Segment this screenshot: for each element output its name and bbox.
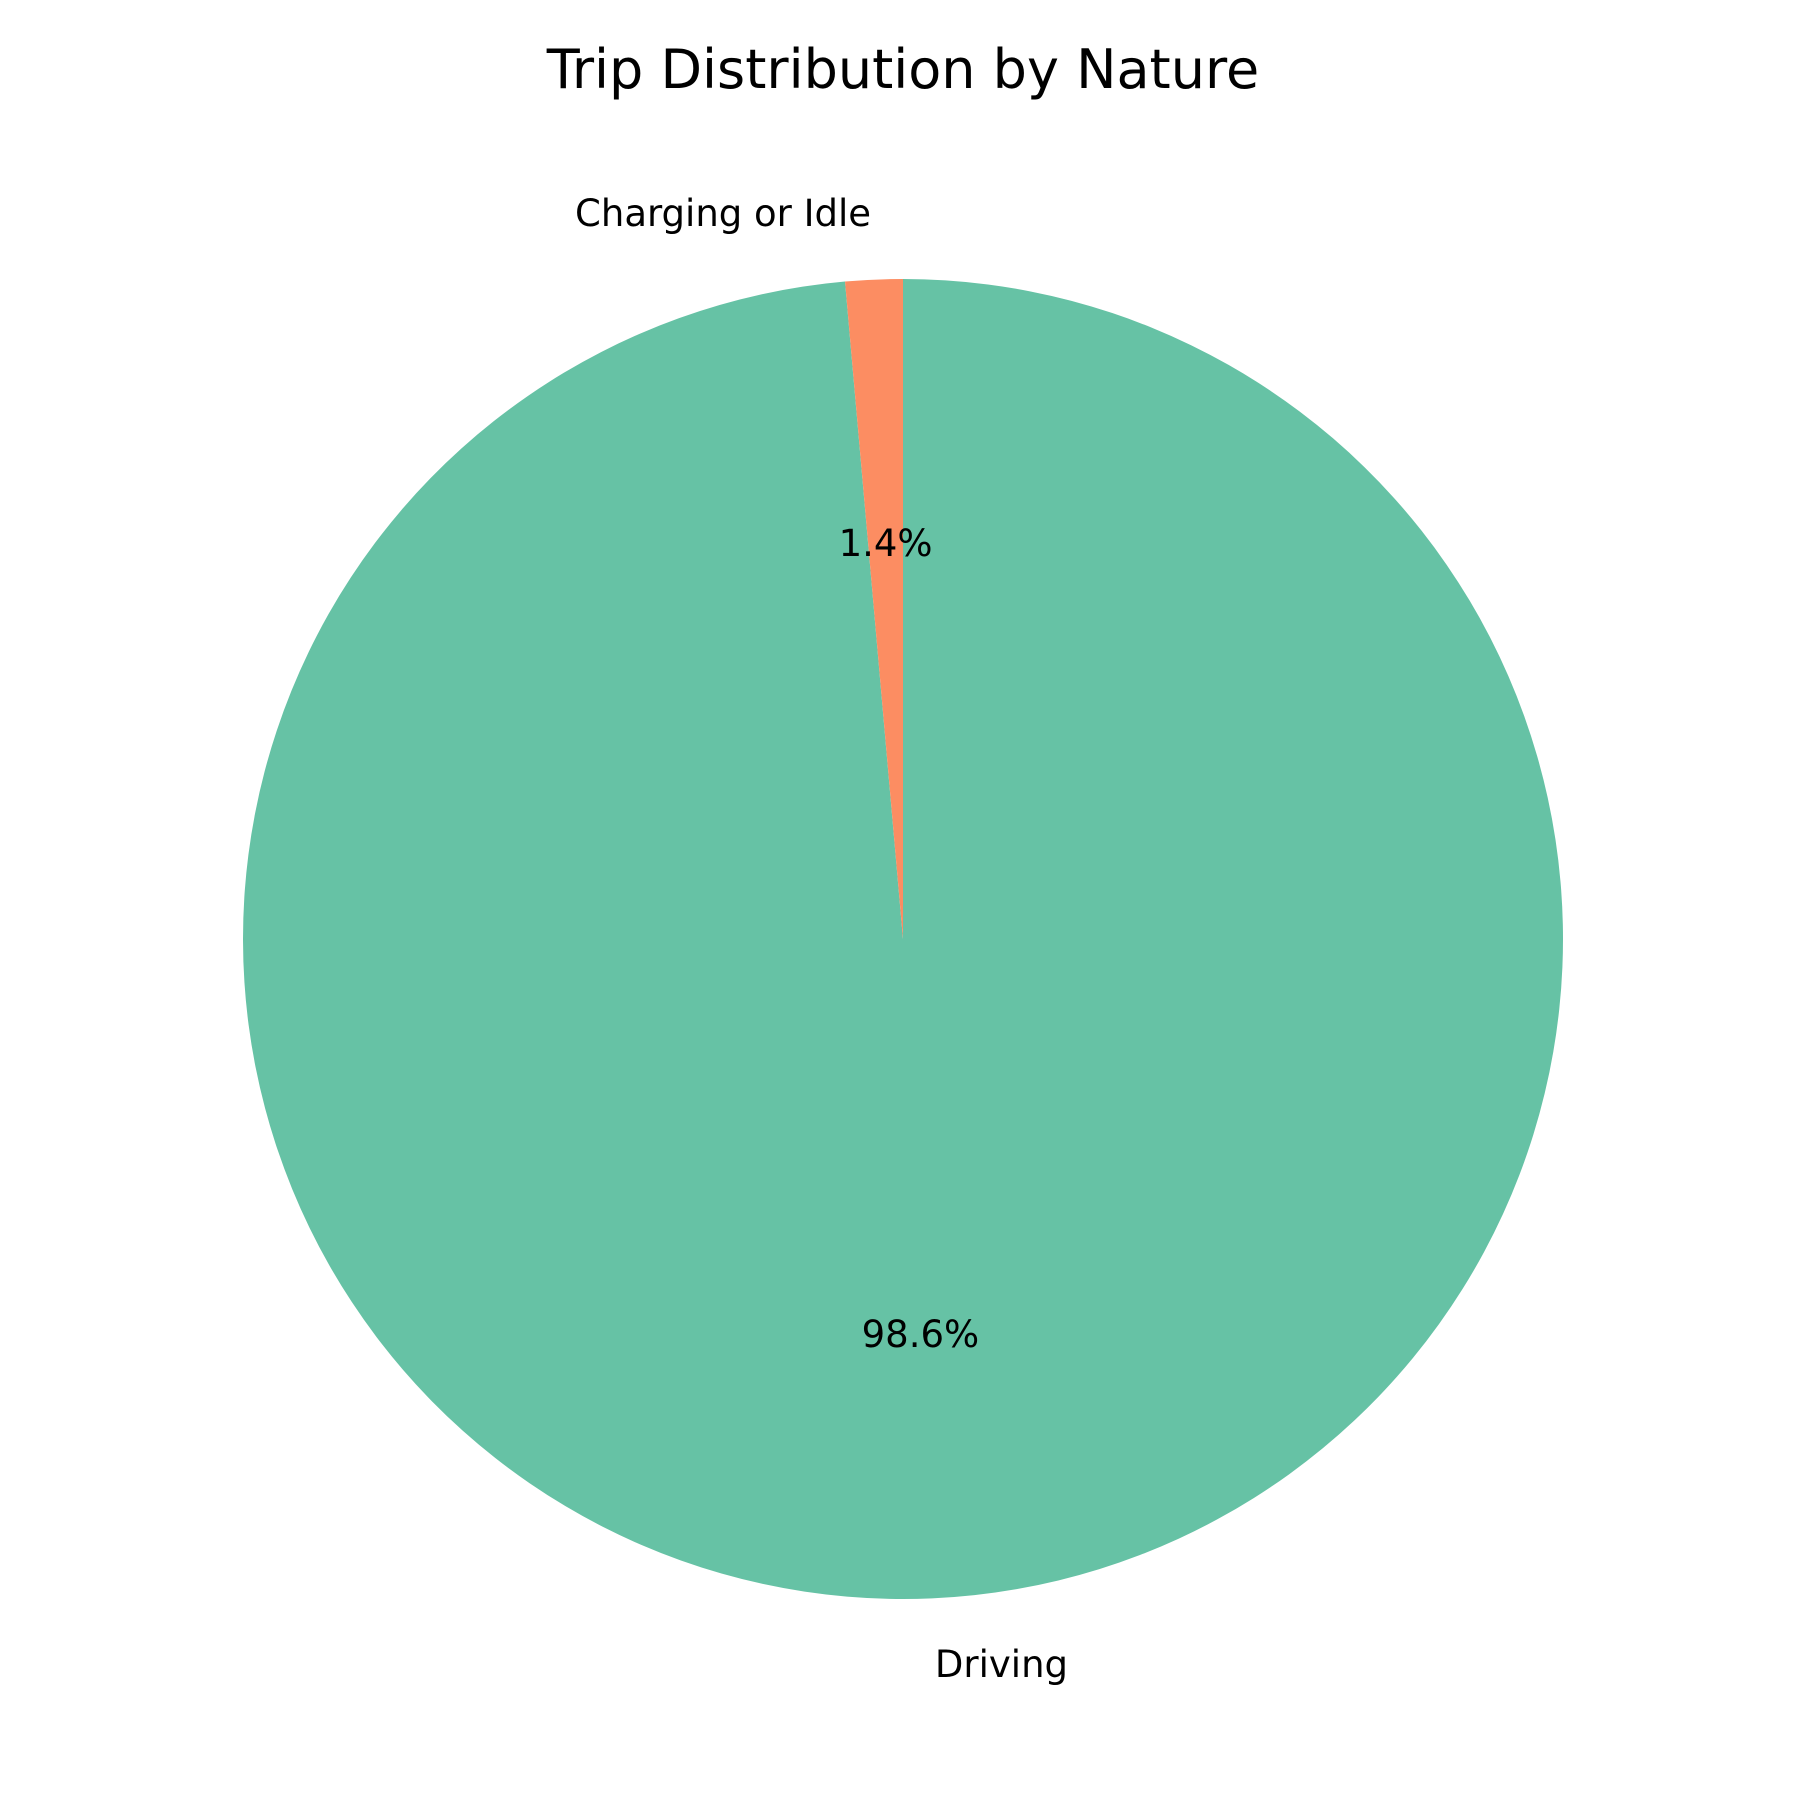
chart-title: Trip Distribution by Nature <box>546 38 1259 101</box>
pie-slices <box>243 279 1564 1600</box>
pie-slice-charging-or-idle <box>845 279 903 939</box>
slice-label-driving: Driving <box>935 1643 1068 1686</box>
pct-label-driving: 98.6% <box>862 1313 980 1356</box>
pie-labels: Driving 98.6% Charging or Idle 1.4% <box>575 192 1068 1686</box>
pct-label-charging-or-idle: 1.4% <box>839 522 933 565</box>
pie-slice-driving <box>243 279 1564 1600</box>
slice-label-charging-or-idle: Charging or Idle <box>575 192 871 235</box>
